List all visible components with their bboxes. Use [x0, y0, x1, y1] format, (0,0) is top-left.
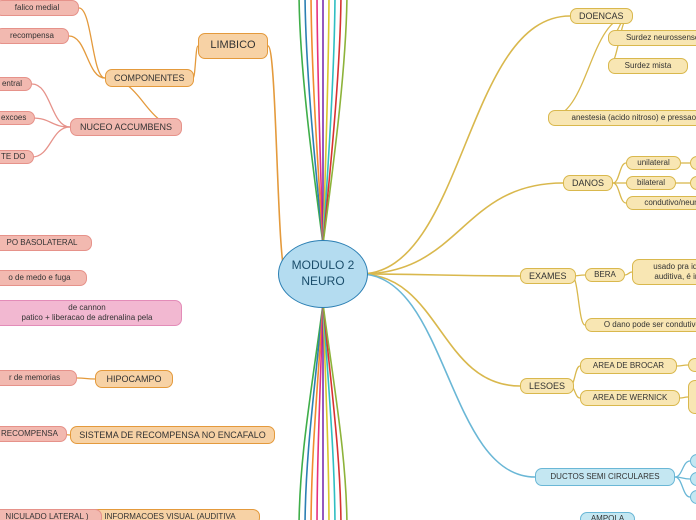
mindmap-node: Surdez neurossensorial [608, 30, 696, 46]
mindmap-node: DANOS [563, 175, 613, 191]
mindmap-node: LESOES [520, 378, 574, 394]
mindmap-node: DOENCAS [570, 8, 633, 24]
mindmap-node: Surdez mista [608, 58, 688, 74]
mindmap-node: HIPOCAMPO [95, 370, 173, 388]
mindmap-node: NUCEO ACCUMBENS [70, 118, 182, 136]
mindmap-node: RECOMPENSA [0, 426, 67, 442]
mindmap-node: COMPONENTES [105, 69, 194, 87]
mindmap-node: PO BASOLATERAL [0, 235, 92, 251]
mindmap-node: recompensa [0, 28, 69, 44]
mindmap-node: r de memorias [0, 370, 77, 386]
mindmap-node: DUCTOS SEMI CIRCULARES [535, 468, 675, 486]
mindmap-node: SISTEMA DE RECOMPENSA NO ENCAFALO [70, 426, 275, 444]
mindmap-node: fala confusa [688, 358, 696, 372]
mindmap-node: TE DO [0, 150, 34, 164]
mindmap-node: AREA DE WERNICK [580, 390, 680, 406]
mindmap-node: condutivo/neurosenso [626, 196, 696, 210]
mindmap-node: EXAMES [520, 268, 576, 284]
mindmap-node: LIMBICO [198, 33, 268, 59]
mindmap-node: anestesia (acido nitroso) e pressao intr… [548, 110, 696, 126]
mindmap-center: MODULO 2 NEURO [278, 240, 368, 308]
mindmap-node: entral [0, 77, 32, 91]
mindmap-node: unilateral [626, 156, 681, 170]
mindmap-node: INFORMACOES VISUAL (AUDITIVA [80, 509, 260, 520]
mindmap-node: O dano pode ser condutivo c [585, 318, 696, 332]
mindmap-node: NICULADO LATERAL ) [0, 509, 102, 520]
mindmap-node: BERA [585, 268, 625, 282]
mindmap-node: AMPOLA [580, 512, 635, 520]
mindmap-node: é importante p dano clario nes apenas [688, 380, 696, 414]
mindmap-node: o de medo e fuga [0, 270, 87, 286]
mindmap-node: usado pra identificar o local auditiva, … [632, 259, 696, 285]
mindmap-node: falico medial [0, 0, 79, 16]
mindmap-node: bilateral [626, 176, 676, 190]
mindmap-node: de cannon patico + liberacao de adrenali… [0, 300, 182, 326]
mindmap-node: AREA DE BROCAR [580, 358, 677, 374]
mindmap-node: excoes [0, 111, 35, 125]
